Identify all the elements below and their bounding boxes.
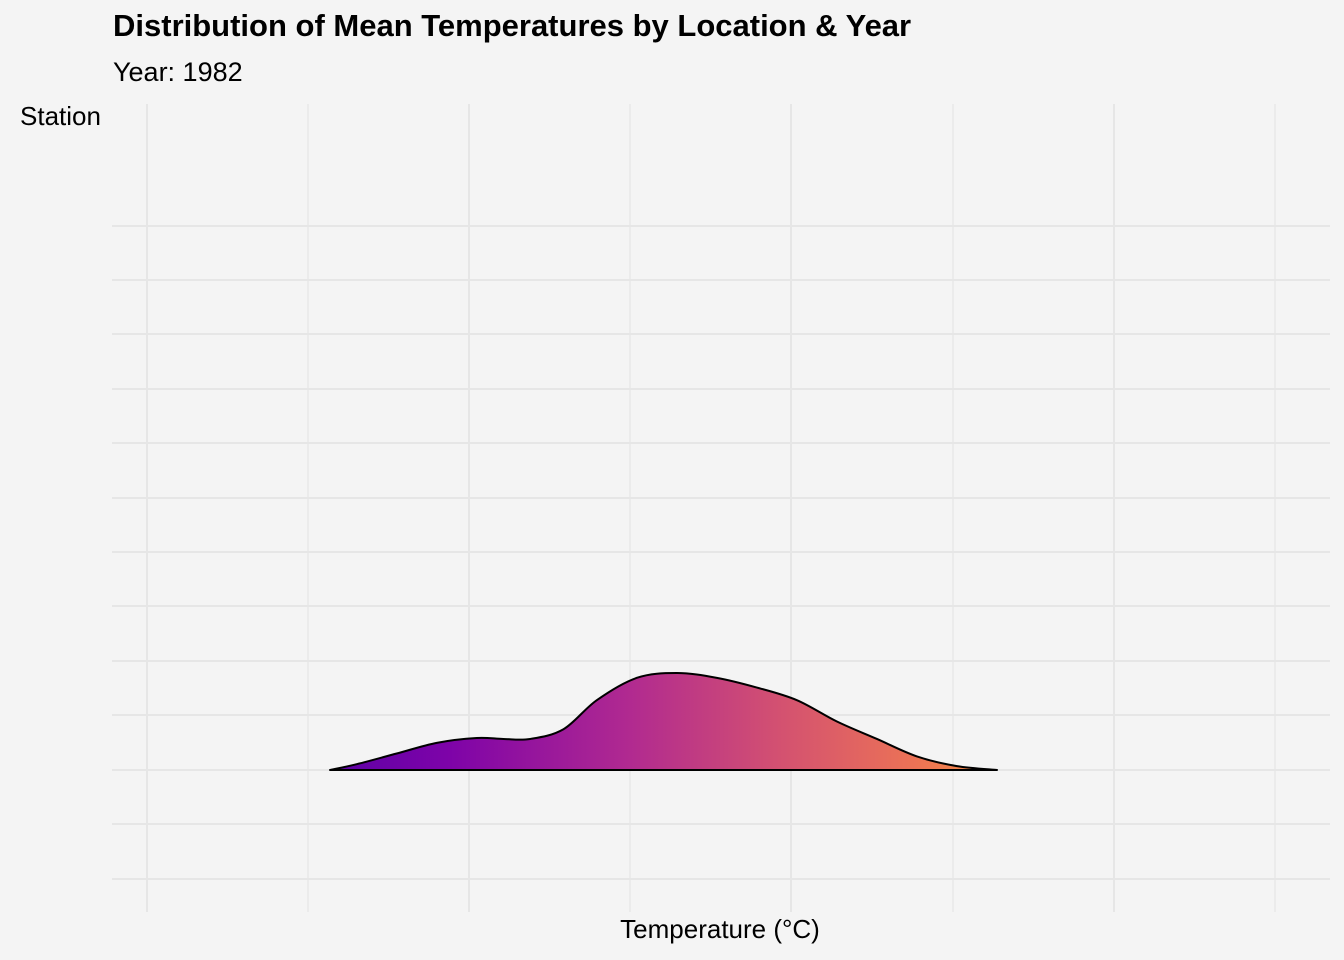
chart-subtitle: Year: 1982 [113, 57, 243, 87]
chart-title: Distribution of Mean Temperatures by Loc… [113, 8, 912, 43]
y-axis-label: Station [20, 101, 101, 131]
horizontal-gridlines [112, 225, 1330, 880]
x-axis-label: Temperature (°C) [620, 914, 820, 944]
vertical-gridlines [146, 104, 1276, 912]
density-ridge [329, 672, 998, 771]
